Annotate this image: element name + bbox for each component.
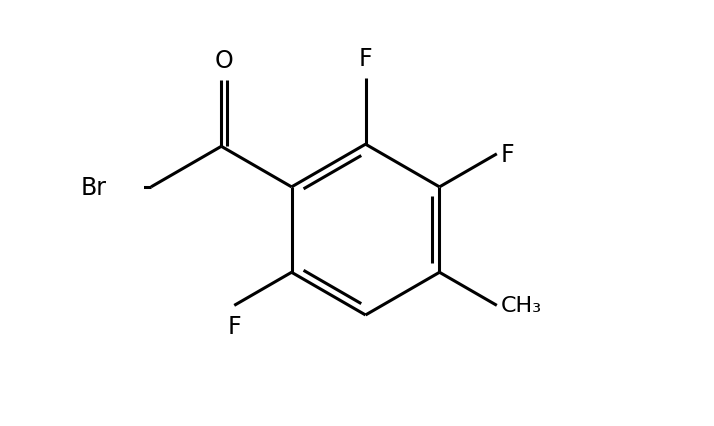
Text: CH₃: CH₃ (501, 296, 542, 316)
Text: Br: Br (80, 176, 106, 199)
Text: O: O (215, 49, 233, 72)
Text: F: F (228, 314, 241, 338)
Text: F: F (358, 47, 373, 71)
Text: F: F (501, 142, 515, 167)
